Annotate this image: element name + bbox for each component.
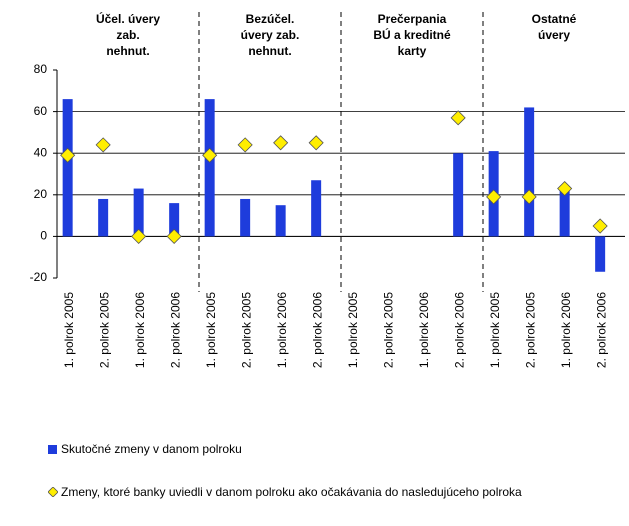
- group-label: Bezúčel.: [246, 12, 295, 26]
- x-tick-label: 2. polrok 2006: [168, 292, 182, 368]
- marker: [237, 137, 253, 153]
- group-label: nehnut.: [106, 44, 149, 58]
- bar: [453, 153, 464, 237]
- x-tick-label: 2. polrok 2005: [523, 292, 537, 368]
- marker: [273, 135, 289, 151]
- group-label: nehnut.: [248, 44, 291, 58]
- x-tick-label: 2. polrok 2005: [97, 292, 111, 368]
- y-tick-label: 80: [34, 62, 48, 76]
- x-tick-label: 1. polrok 2006: [559, 292, 573, 368]
- marker: [166, 228, 182, 244]
- x-tick-label: 1. polrok 2005: [488, 292, 502, 368]
- legend-item: Zmeny, ktoré banky uviedli v danom polro…: [47, 485, 618, 500]
- chart: -20 0 20 40 60 80 Účel. úvery zab. nehnut. Bezúče…: [30, 11, 625, 368]
- x-tick-label: 2. polrok 2005: [239, 292, 253, 368]
- x-tick-label: 1. polrok 2005: [62, 292, 76, 368]
- legend-swatch: [47, 486, 59, 498]
- marker: [450, 110, 466, 126]
- bar: [133, 188, 144, 237]
- legend-label: Zmeny, ktoré banky uviedli v danom polro…: [61, 485, 522, 499]
- marker: [486, 189, 502, 205]
- group-label: úvery zab.: [241, 28, 300, 42]
- x-tick-label: 2. polrok 2006: [452, 292, 466, 368]
- x-tick-label: 1. polrok 2006: [417, 292, 431, 368]
- bar: [595, 236, 606, 272]
- marker: [131, 228, 147, 244]
- x-tick-label: 1. polrok 2005: [204, 292, 218, 368]
- group-label: zab.: [116, 28, 139, 42]
- x-tick-label: 1. polrok 2006: [275, 292, 289, 368]
- marker: [521, 189, 537, 205]
- y-tick-label: 20: [34, 187, 48, 201]
- legend-swatch: [48, 445, 57, 454]
- group-label: Ostatné: [532, 12, 577, 26]
- group-label: Prečerpania: [378, 12, 447, 26]
- group-label: Účel. úvery: [96, 11, 160, 26]
- bar: [559, 190, 570, 237]
- legend-label: Skutočné zmeny v danom polroku: [61, 442, 242, 456]
- y-tick-label: -20: [30, 270, 48, 284]
- legend-item: Skutočné zmeny v danom polroku: [48, 442, 618, 457]
- y-tick-label: 40: [34, 145, 48, 159]
- bar: [62, 99, 73, 237]
- bar: [204, 99, 215, 237]
- marker: [557, 180, 573, 197]
- group-label: úvery: [538, 28, 570, 42]
- x-tick-label: 2. polrok 2006: [594, 292, 608, 368]
- x-tick-label: 1. polrok 2005: [346, 292, 360, 368]
- x-tick-label: 2. polrok 2006: [310, 292, 324, 368]
- y-tick-label: 60: [34, 104, 48, 118]
- bar: [524, 107, 535, 237]
- marker: [202, 147, 218, 163]
- bar: [169, 203, 180, 237]
- x-tick-label: 1. polrok 2006: [133, 292, 147, 368]
- group-label: karty: [398, 44, 427, 58]
- marker: [60, 147, 76, 163]
- bar: [275, 205, 286, 237]
- marker: [95, 137, 111, 153]
- y-tick-label: 0: [40, 229, 47, 243]
- bar: [240, 198, 251, 237]
- bar: [311, 180, 322, 237]
- group-label: BÚ a kreditné: [373, 27, 451, 42]
- x-tick-label: 2. polrok 2005: [381, 292, 395, 368]
- bar: [98, 198, 109, 237]
- marker: [308, 135, 324, 151]
- marker: [592, 218, 608, 234]
